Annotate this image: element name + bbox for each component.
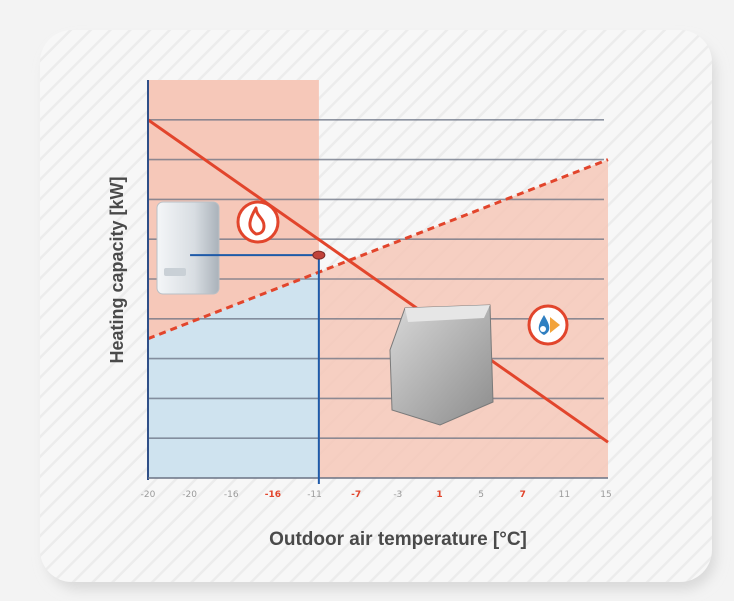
- x-tick-labels: -20 -20 -16 -16 -11 -7 -3 1 5 7 11 15: [141, 490, 612, 500]
- heat-pump-badge-icon: [527, 304, 569, 346]
- x-tick-label: -20: [141, 490, 156, 500]
- heat-pump-zone: [148, 272, 319, 478]
- x-tick-label: -16: [224, 490, 239, 500]
- x-tick-label: 7: [520, 490, 526, 500]
- y-axis-label: Heating capacity [kW]: [107, 176, 127, 363]
- boiler-unit-icon: [156, 201, 220, 295]
- x-axis-label: Outdoor air temperature [°C]: [269, 529, 527, 550]
- x-tick-label: -3: [393, 490, 402, 500]
- x-tick-label: -20: [182, 490, 197, 500]
- axes: [147, 80, 608, 480]
- dashed-demand-line: [147, 158, 609, 341]
- x-tick-label: -11: [307, 490, 322, 500]
- x-tick-label: -7: [351, 490, 361, 500]
- bivalence-point: [312, 250, 326, 260]
- flame-icon: [236, 200, 280, 244]
- x-tick-label: 15: [600, 490, 611, 500]
- x-tick-label: 1: [436, 490, 442, 500]
- solid-capacity-line: [147, 118, 609, 444]
- series-lines: [147, 118, 609, 444]
- bivalence-point-marker: [190, 250, 326, 484]
- heat-pump-unit-icon: [389, 304, 494, 426]
- x-tick-label: -16: [265, 490, 281, 500]
- x-tick-label: 11: [559, 490, 570, 500]
- x-tick-label: 5: [478, 490, 484, 500]
